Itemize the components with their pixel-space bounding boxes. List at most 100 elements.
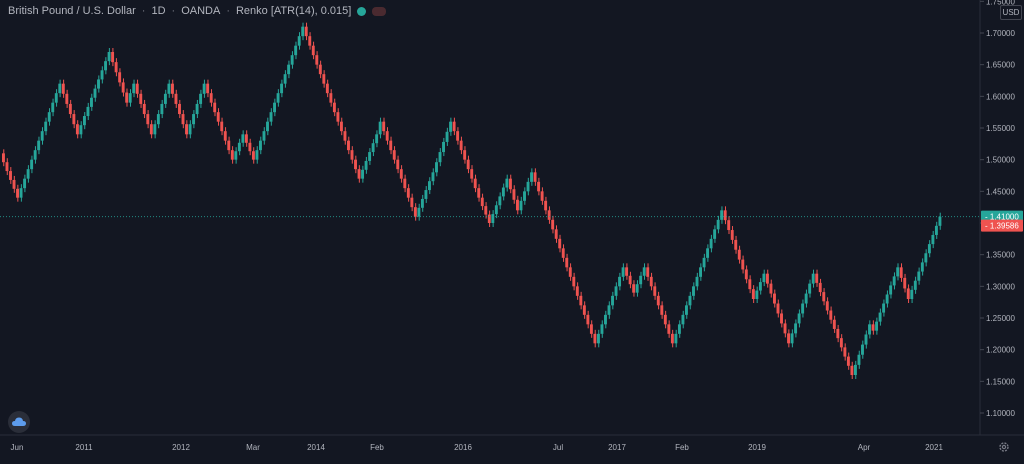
gear-icon[interactable] [998,440,1010,452]
interval-label[interactable]: 1D [151,5,166,17]
up-brick [262,131,266,141]
down-brick [382,121,386,132]
up-brick [163,93,167,104]
up-brick [431,172,435,182]
up-brick [364,160,368,170]
down-brick [593,333,597,344]
time-tick-label: Jun [11,443,24,452]
up-brick [857,354,861,365]
up-brick [100,70,104,80]
up-brick [259,140,262,151]
down-brick [336,112,340,122]
up-brick [442,141,445,153]
up-brick [30,159,34,170]
up-brick [702,257,706,268]
study-label[interactable]: Renko [ATR(14), 0.015] [235,5,352,17]
down-brick [663,314,667,325]
down-brick [544,200,548,211]
down-brick [220,121,224,132]
down-brick [2,153,5,163]
up-brick [280,83,284,94]
down-brick [149,124,153,135]
down-brick [568,267,572,277]
up-brick [202,83,206,94]
up-brick [368,152,372,161]
down-brick [396,159,400,170]
up-brick [864,334,868,345]
up-brick [301,26,305,37]
price-tick-label: 1.45000 [986,187,1015,196]
up-brick [167,83,171,94]
up-brick [618,276,622,287]
down-brick [9,171,12,180]
down-brick [230,150,234,160]
price-tick-label: 1.25000 [986,314,1015,323]
up-brick [889,285,893,295]
down-brick [727,220,731,231]
down-brick [561,248,565,258]
down-brick [473,178,477,189]
up-brick [491,214,495,223]
down-brick [783,323,787,334]
down-brick [72,114,76,125]
time-tick-label: 2017 [608,443,626,452]
up-brick [695,276,699,287]
up-brick [596,333,600,344]
symbol-name[interactable]: British Pound / U.S. Dollar [8,5,136,17]
up-brick [523,191,526,201]
down-brick [118,72,122,83]
up-brick [378,121,382,135]
up-brick [892,276,896,286]
down-brick [392,150,396,160]
down-brick [589,324,593,334]
up-brick [294,45,298,56]
up-brick [917,271,921,281]
header-separator: · [141,5,146,17]
down-brick [459,140,463,151]
down-brick [463,150,467,160]
up-brick [604,314,607,325]
up-brick [716,219,720,230]
down-brick [311,45,315,56]
up-brick [684,305,688,315]
time-tick-label: 2012 [172,443,190,452]
price-tick-label: 1.75000 [986,0,1015,6]
price-tick-label: 1.70000 [986,29,1015,38]
up-brick [709,238,713,249]
up-brick [23,178,27,189]
up-brick [934,225,938,235]
up-brick [37,140,41,151]
up-brick [920,262,924,272]
up-brick [526,181,530,192]
up-brick [688,295,692,306]
up-brick [927,244,931,254]
down-brick [769,283,773,294]
down-brick [586,314,590,325]
up-brick [878,312,882,322]
tradingview-cloud-icon[interactable] [8,411,30,433]
up-brick [132,83,136,94]
down-brick [68,103,72,115]
currency-label[interactable]: USD [1000,5,1022,20]
header-separator: · [171,5,176,17]
down-brick [547,210,551,220]
up-brick [269,112,273,122]
down-brick [12,179,16,189]
up-brick [51,102,55,113]
down-brick [625,267,629,276]
down-brick [114,62,118,73]
price-tick-label: 1.20000 [986,346,1015,355]
down-brick [452,121,456,132]
up-brick [931,234,935,245]
down-brick [832,319,836,329]
up-brick [361,169,365,179]
price-tick-label: 1.30000 [986,282,1015,291]
down-brick [308,36,312,46]
up-brick [128,93,132,103]
up-brick [808,283,812,294]
down-brick [653,286,657,296]
up-brick [297,36,301,46]
up-brick [885,294,889,304]
